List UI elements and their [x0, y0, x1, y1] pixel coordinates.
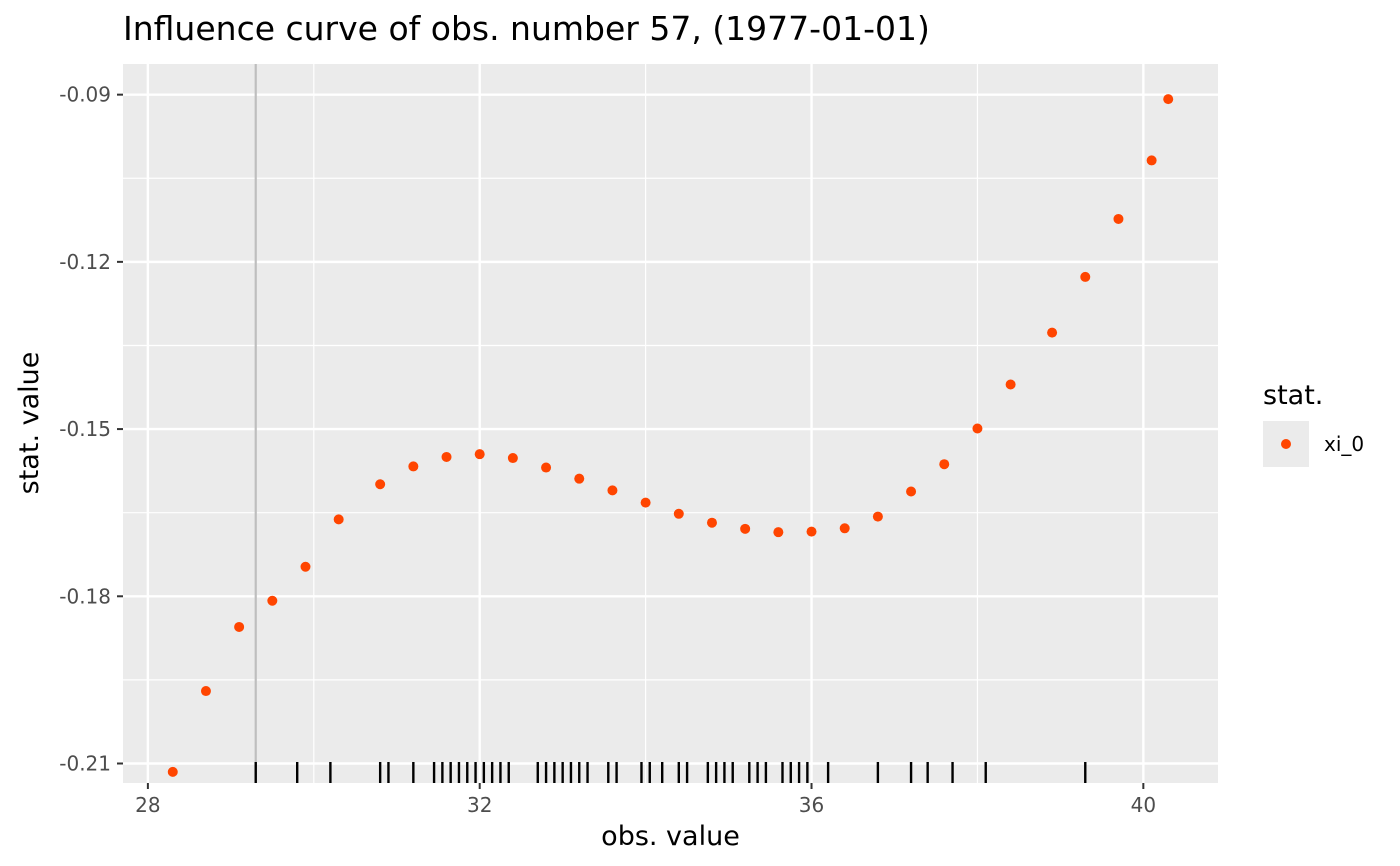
data-point — [574, 473, 585, 484]
data-point — [200, 686, 211, 697]
data-point — [474, 449, 485, 460]
data-point — [541, 462, 552, 473]
y-tick-label: -0.18 — [59, 584, 111, 608]
data-point — [806, 526, 817, 537]
data-point — [872, 511, 883, 522]
x-axis: 28 32 36 40 — [135, 783, 1156, 817]
data-point — [640, 497, 651, 508]
data-point — [300, 561, 311, 572]
data-point — [1146, 155, 1157, 166]
legend-title: stat. — [1263, 380, 1323, 411]
y-axis-title: stat. value — [14, 352, 45, 495]
rug-marks — [254, 762, 1087, 783]
data-point — [607, 485, 618, 496]
x-axis-title: obs. value — [601, 821, 740, 852]
data-point — [333, 514, 344, 525]
data-point — [939, 459, 950, 470]
legend-key-point — [1281, 439, 1291, 449]
data-point — [1047, 327, 1058, 338]
data-point — [906, 486, 917, 497]
data-point — [740, 523, 751, 534]
data-point — [267, 595, 278, 606]
data-point — [1005, 379, 1016, 390]
data-point — [441, 451, 452, 462]
data-point — [234, 621, 245, 632]
data-point — [507, 453, 518, 464]
x-tick-label: 32 — [467, 793, 492, 817]
data-point — [375, 479, 386, 490]
y-tick-label: -0.21 — [59, 751, 111, 775]
chart-title: Influence curve of obs. number 57, (1977… — [123, 9, 930, 48]
data-point — [673, 508, 684, 519]
y-tick-label: -0.15 — [59, 417, 111, 441]
data-points — [167, 94, 1174, 777]
plot-panel — [123, 64, 1218, 783]
x-tick-label: 40 — [1131, 793, 1156, 817]
data-point — [972, 423, 983, 434]
data-point — [408, 461, 419, 472]
data-point — [1113, 213, 1124, 224]
x-tick-label: 28 — [135, 793, 160, 817]
data-point — [1080, 271, 1091, 282]
grid-lines — [123, 64, 1218, 783]
y-tick-label: -0.12 — [59, 250, 111, 274]
y-tick-label: -0.09 — [59, 83, 111, 107]
data-point — [1163, 94, 1174, 105]
legend: stat. xi_0 — [1263, 380, 1364, 467]
data-point — [839, 523, 850, 534]
legend-label-xi-0: xi_0 — [1324, 432, 1364, 456]
data-point — [167, 766, 178, 777]
data-point — [706, 517, 717, 528]
data-point — [773, 527, 784, 538]
x-tick-label: 36 — [799, 793, 824, 817]
y-axis: -0.21 -0.18 -0.15 -0.12 -0.09 — [59, 83, 123, 775]
